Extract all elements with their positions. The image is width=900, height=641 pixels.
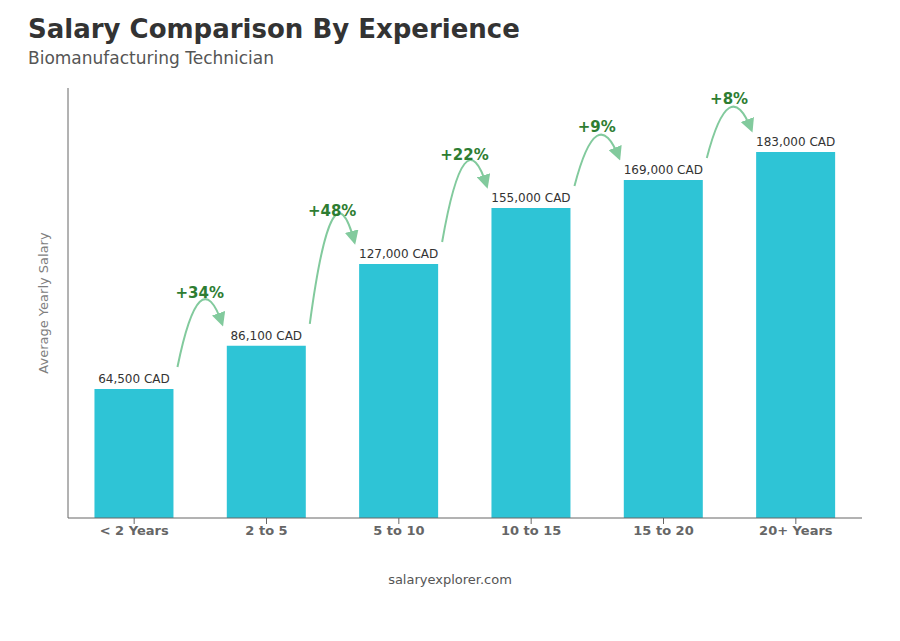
svg-text:155,000 CAD: 155,000 CAD	[491, 191, 570, 205]
svg-text:10 to 15: 10 to 15	[501, 523, 561, 538]
svg-text:< 2 Years: < 2 Years	[100, 523, 169, 538]
svg-text:5 to 10: 5 to 10	[373, 523, 424, 538]
svg-text:127,000 CAD: 127,000 CAD	[359, 247, 438, 261]
html-text:salaryexplorer.com: salaryexplorer.com	[388, 572, 512, 587]
svg-text:+22%: +22%	[440, 146, 488, 164]
svg-text:169,000 CAD: 169,000 CAD	[624, 163, 703, 177]
svg-text:+34%: +34%	[176, 284, 224, 302]
html-text:Biomanufacturing Technician: Biomanufacturing Technician	[28, 48, 274, 68]
html-text:Salary Comparison By Experienc: Salary Comparison By Experience	[28, 14, 520, 44]
svg-text:+48%: +48%	[308, 202, 356, 220]
svg-text:+8%: +8%	[710, 90, 748, 108]
svg-text:Average Yearly Salary: Average Yearly Salary	[36, 232, 51, 374]
svg-text:86,100 CAD: 86,100 CAD	[230, 329, 302, 343]
svg-text:64,500 CAD: 64,500 CAD	[98, 372, 170, 386]
svg-text:183,000 CAD: 183,000 CAD	[756, 135, 835, 149]
svg-text:15 to 20: 15 to 20	[633, 523, 693, 538]
svg-text:+9%: +9%	[578, 118, 616, 136]
svg-text:20+ Years: 20+ Years	[759, 523, 833, 538]
svg-text:2 to 5: 2 to 5	[245, 523, 287, 538]
